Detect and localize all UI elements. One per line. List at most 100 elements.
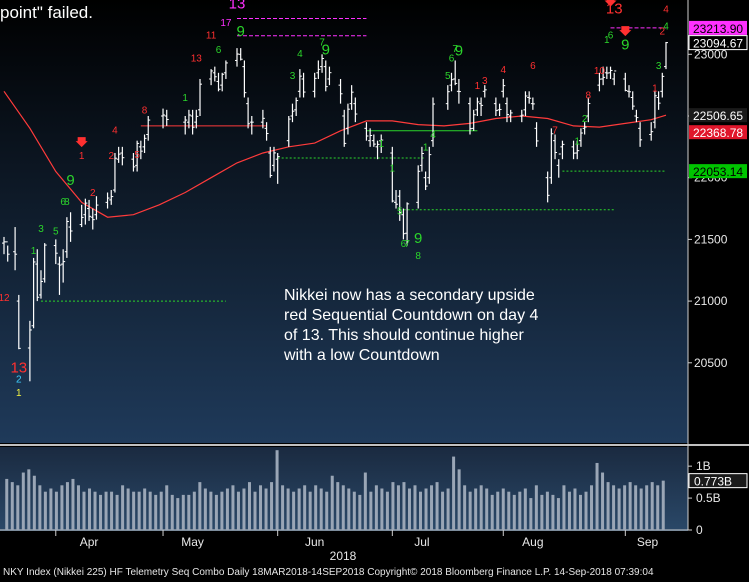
price-tag-box — [689, 20, 747, 35]
volume-bar — [601, 472, 605, 530]
price-bar — [246, 97, 251, 129]
down-arrow-icon — [75, 137, 88, 148]
price-bar — [349, 85, 354, 110]
sequential-count-label: 2 — [582, 114, 588, 125]
price-bar — [390, 146, 395, 203]
volume-bar — [385, 491, 389, 530]
month-tick-label: May — [181, 535, 204, 549]
price-bar — [320, 54, 325, 73]
volume-tag-label: 0.773B — [694, 475, 732, 489]
sequential-count-label: 7 — [452, 44, 458, 55]
volume-bar — [606, 482, 610, 530]
volume-bar — [358, 494, 362, 530]
sequential-count-label: 9 — [66, 172, 74, 189]
volume-bar — [10, 482, 14, 530]
price-bar — [271, 146, 276, 172]
volume-bar — [567, 491, 571, 530]
price-bar — [578, 128, 583, 147]
sequential-count-label: 8 — [415, 251, 421, 262]
volume-bar — [556, 498, 560, 530]
sequential-count-label: 8 — [64, 197, 70, 208]
price-bar — [275, 153, 280, 184]
price-bar — [601, 66, 606, 86]
price-bar — [456, 78, 461, 104]
volume-bar — [595, 462, 599, 530]
volume-bar — [275, 450, 279, 530]
sequential-count-label: 1 — [475, 81, 481, 92]
price-tag-box — [689, 108, 747, 123]
volume-bar — [5, 478, 9, 530]
volume-bar — [468, 491, 472, 530]
price-bar — [397, 190, 402, 221]
price-bar — [87, 199, 92, 221]
price-bar — [260, 109, 265, 129]
price-bar — [604, 66, 609, 79]
price-bar — [109, 190, 114, 205]
volume-bar — [82, 491, 86, 530]
volume-tick-label: 1B — [696, 459, 711, 473]
volume-bar — [617, 488, 621, 530]
price-bar — [342, 109, 347, 147]
price-bar — [220, 72, 225, 92]
sequential-count-label: 1 — [390, 164, 396, 175]
price-bar — [142, 134, 147, 154]
price-bar — [216, 72, 221, 92]
volume-bar — [612, 485, 616, 530]
volume-bar — [407, 488, 411, 530]
price-bar — [549, 128, 554, 184]
sequential-count-label: 5 — [445, 71, 451, 82]
price-bar — [405, 202, 410, 246]
price-bar — [35, 249, 40, 302]
volume-bar — [49, 488, 53, 530]
price-bar — [575, 140, 580, 160]
price-bar — [68, 212, 73, 242]
price-bar — [508, 109, 513, 123]
volume-bar — [137, 491, 141, 530]
volume-bar — [584, 491, 588, 530]
price-bar — [5, 241, 10, 262]
sequential-count-label: 5 — [134, 150, 140, 161]
volume-bar — [578, 494, 582, 530]
price-bar — [634, 109, 639, 123]
price-bar — [286, 115, 291, 147]
volume-bar — [534, 485, 538, 530]
volume-bar — [419, 491, 423, 530]
volume-bar — [203, 488, 207, 530]
volume-bar — [165, 485, 169, 530]
price-bar — [186, 109, 191, 129]
price-bar — [146, 115, 151, 141]
volume-bar — [424, 488, 428, 530]
price-bar — [612, 70, 617, 86]
month-tick-label: Aug — [522, 535, 543, 549]
annotation-note: Nikkei now has a secondary upside red Se… — [284, 286, 594, 366]
volume-bars-layer — [5, 450, 665, 530]
volume-bar — [253, 491, 257, 530]
volume-bar — [485, 488, 489, 530]
price-tag-label: 23094.67 — [693, 37, 743, 51]
sequential-count-label: 5 — [397, 207, 403, 218]
volume-bar — [347, 488, 351, 530]
sequential-count-label: 3 — [38, 224, 44, 235]
sequential-count-label: 4 — [430, 130, 436, 141]
volume-bar — [99, 494, 103, 530]
price-bar — [423, 171, 428, 191]
volume-bar — [661, 480, 665, 530]
price-bar — [364, 122, 369, 141]
price-bar — [112, 153, 117, 193]
price-bar — [597, 72, 602, 92]
volume-bar — [220, 491, 224, 530]
volume-bar — [38, 485, 42, 530]
price-bar — [61, 249, 66, 283]
price-bar — [527, 91, 532, 104]
volume-bar — [430, 485, 434, 530]
month-tick-label: Jun — [305, 535, 324, 549]
price-bar — [656, 91, 661, 110]
price-bar — [471, 109, 476, 131]
price-bar — [183, 115, 188, 135]
price-bar — [571, 140, 576, 160]
sequential-count-label: 1 — [16, 388, 22, 399]
volume-bar — [352, 491, 356, 530]
volume-bar — [369, 491, 373, 530]
price-bar — [534, 122, 539, 147]
